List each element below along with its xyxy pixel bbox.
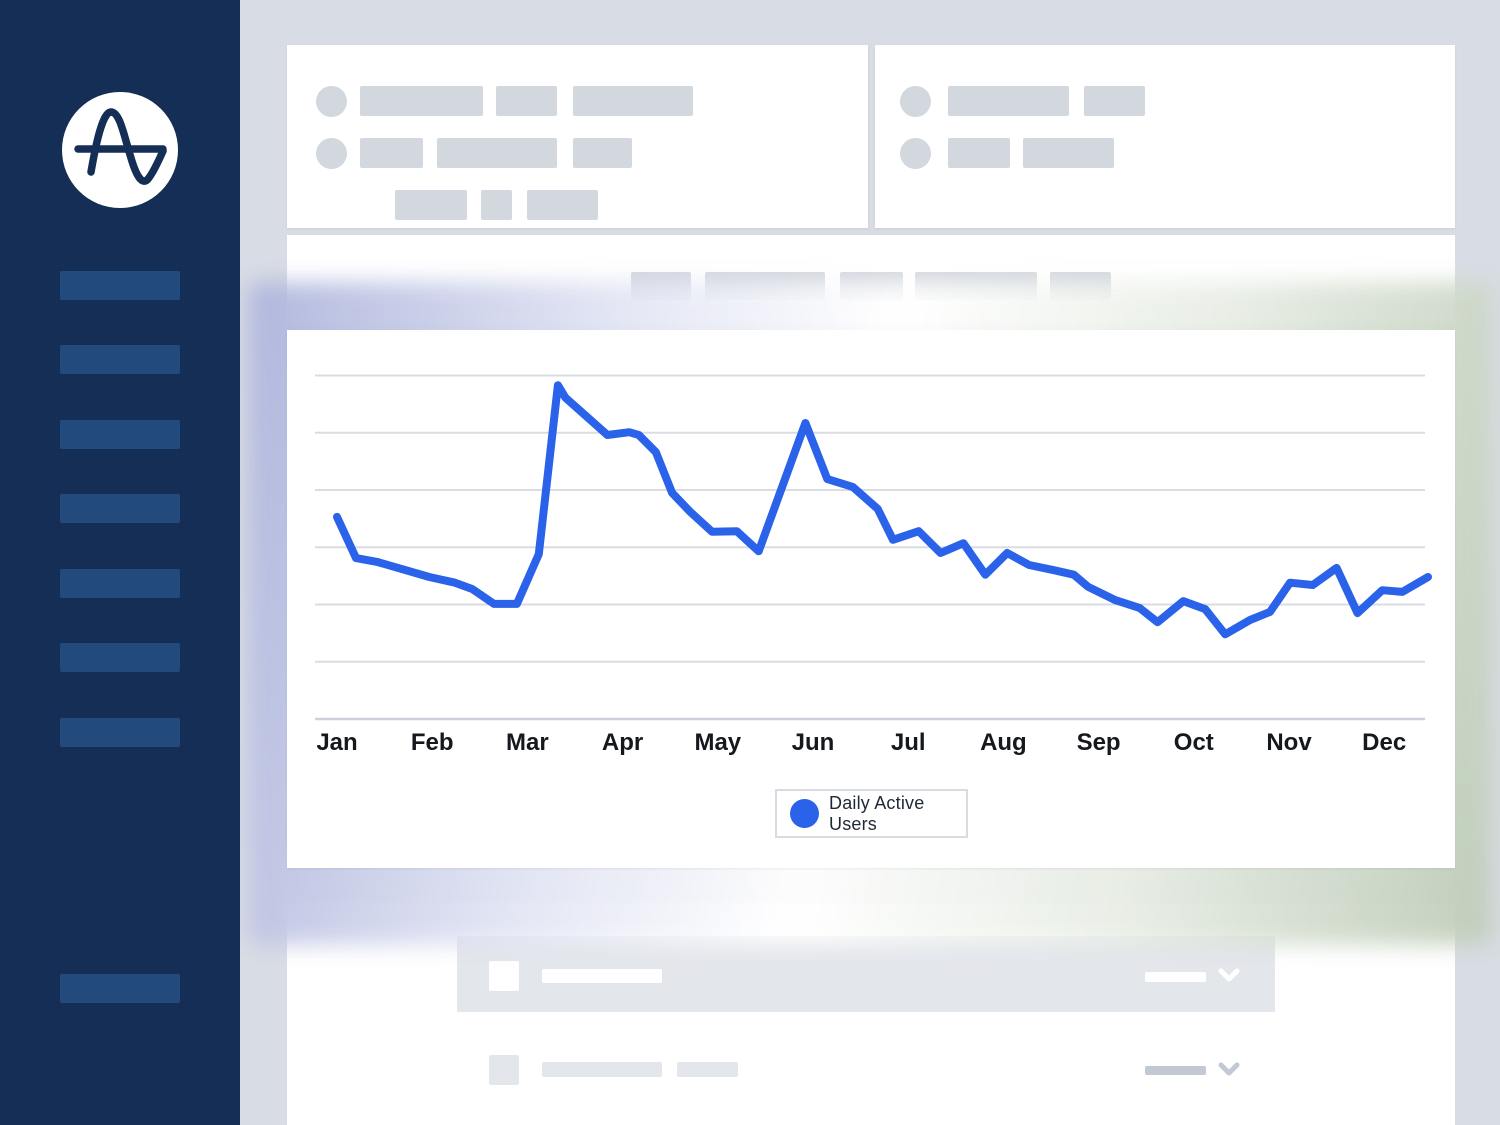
placeholder-bar: [527, 190, 598, 220]
sidebar-nav-item-5[interactable]: [60, 569, 180, 598]
x-axis-label: Dec: [1362, 729, 1406, 756]
legend-label: Daily Active Users: [829, 792, 925, 834]
x-axis-label: Oct: [1174, 729, 1214, 756]
chart-card: Jan Feb Mar Apr May Jun Jul Aug Sep Oct Nov Dec Dai…: [287, 330, 1455, 868]
placeholder-bar: [1023, 138, 1114, 168]
placeholder-bar: [573, 86, 693, 116]
summary-card-right: [875, 45, 1455, 228]
avatar-placeholder: [900, 86, 931, 117]
placeholder-bar: [360, 86, 483, 116]
sidebar-nav-item-7[interactable]: [60, 718, 180, 747]
sidebar-nav-item-3[interactable]: [60, 420, 180, 449]
x-axis-label: Jul: [891, 729, 926, 756]
row-title-placeholder: [542, 969, 662, 983]
list-row[interactable]: [457, 1043, 1275, 1103]
list-row-selected[interactable]: [457, 936, 1275, 1012]
chevron-down-icon[interactable]: [1217, 1062, 1241, 1077]
amplitude-wave-icon: [62, 92, 178, 208]
placeholder-bar: [1084, 86, 1145, 116]
row-tag-placeholder: [677, 1062, 738, 1077]
checkbox-placeholder[interactable]: [489, 961, 519, 991]
x-axis-label: Jun: [792, 729, 835, 756]
placeholder-bar: [948, 86, 1069, 116]
avatar-placeholder: [316, 86, 347, 117]
placeholder-bar: [437, 138, 557, 168]
daily-active-users-line: [333, 381, 1432, 639]
x-axis-label: Nov: [1266, 729, 1312, 756]
avatar-placeholder: [316, 138, 347, 169]
checkbox-placeholder[interactable]: [489, 1055, 519, 1085]
avatar-placeholder: [900, 138, 931, 169]
placeholder-bar: [573, 138, 632, 168]
row-title-placeholder: [542, 1062, 662, 1077]
row-value-placeholder: [1145, 1066, 1206, 1075]
placeholder-bar: [395, 190, 467, 220]
x-axis-label: May: [694, 729, 741, 756]
row-value-placeholder: [1145, 972, 1206, 982]
placeholder-bar: [948, 138, 1010, 168]
sidebar-nav-item-2[interactable]: [60, 345, 180, 374]
x-axis-label: Sep: [1077, 729, 1121, 756]
legend-color-dot: [790, 799, 819, 828]
x-axis-label: Apr: [602, 729, 643, 756]
chevron-down-icon[interactable]: [1217, 968, 1241, 983]
placeholder-bar: [481, 190, 512, 220]
x-axis-label: Jan: [316, 729, 357, 756]
sidebar-nav-item-1[interactable]: [60, 271, 180, 300]
amplitude-logo: [62, 92, 178, 208]
x-axis-label: Mar: [506, 729, 549, 756]
chart-svg: Jan Feb Mar Apr May Jun Jul Aug Sep Oct Nov Dec: [315, 374, 1432, 756]
sidebar-nav-item-4[interactable]: [60, 494, 180, 523]
legend[interactable]: Daily Active Users: [775, 789, 968, 838]
placeholder-bar: [360, 138, 423, 168]
summary-card-left: [287, 45, 868, 228]
sidebar-footer-item[interactable]: [60, 974, 180, 1003]
placeholder-bar: [496, 86, 557, 116]
x-axis-label: Aug: [980, 729, 1027, 756]
x-axis-label: Feb: [411, 729, 454, 756]
sidebar-nav-item-6[interactable]: [60, 643, 180, 672]
sidebar: [0, 0, 240, 1125]
